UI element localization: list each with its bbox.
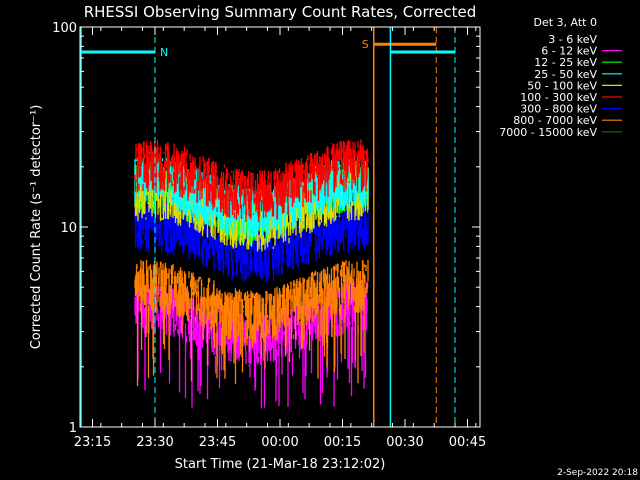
y-tick-label: 10 bbox=[60, 221, 77, 236]
x-tick-label: 23:45 bbox=[199, 435, 236, 450]
legend-label: 12 - 25 keV bbox=[534, 56, 597, 69]
chart-title: RHESSI Observing Summary Count Rates, Co… bbox=[84, 3, 477, 21]
y-axis-label: Corrected Count Rate (s⁻¹ detector⁻¹) bbox=[29, 105, 44, 350]
x-tick-label: 00:45 bbox=[449, 435, 486, 450]
legend-label: 50 - 100 keV bbox=[527, 79, 597, 92]
x-tick-label: 00:30 bbox=[386, 435, 423, 450]
x-tick-label: 23:15 bbox=[74, 435, 111, 450]
data-layer bbox=[134, 139, 369, 409]
x-tick-label: 00:00 bbox=[261, 435, 298, 450]
legend-label: 800 - 7000 keV bbox=[513, 114, 597, 127]
axes-layer: 1 10 100 23:15 23:30 23:45 00:00 00:15 00:30 00:4… bbox=[52, 21, 486, 450]
legend-title: Det 3, Att 0 bbox=[534, 16, 598, 29]
y-tick-label: 1 bbox=[69, 421, 77, 436]
legend-label: 25 - 50 keV bbox=[534, 68, 597, 81]
series-800-7000-kev bbox=[134, 259, 369, 387]
legend-label: 100 - 300 keV bbox=[520, 91, 597, 104]
y-tick-label: 100 bbox=[52, 21, 77, 36]
legend-label: 3 - 6 keV bbox=[548, 33, 597, 46]
series-100-300-kev bbox=[134, 139, 369, 222]
x-axis-label: Start Time (21-Mar-18 23:12:02) bbox=[175, 457, 386, 472]
legend-label: 6 - 12 keV bbox=[541, 45, 597, 58]
saa-bar-label: S bbox=[362, 38, 369, 51]
timestamp: 2-Sep-2022 20:18 bbox=[557, 468, 638, 478]
night-bar-label: N bbox=[160, 46, 168, 59]
x-tick-label: 23:30 bbox=[136, 435, 173, 450]
x-tick-label: 00:15 bbox=[324, 435, 361, 450]
legend-label: 300 - 800 keV bbox=[520, 103, 597, 116]
legend-label: 7000 - 15000 keV bbox=[499, 126, 597, 139]
